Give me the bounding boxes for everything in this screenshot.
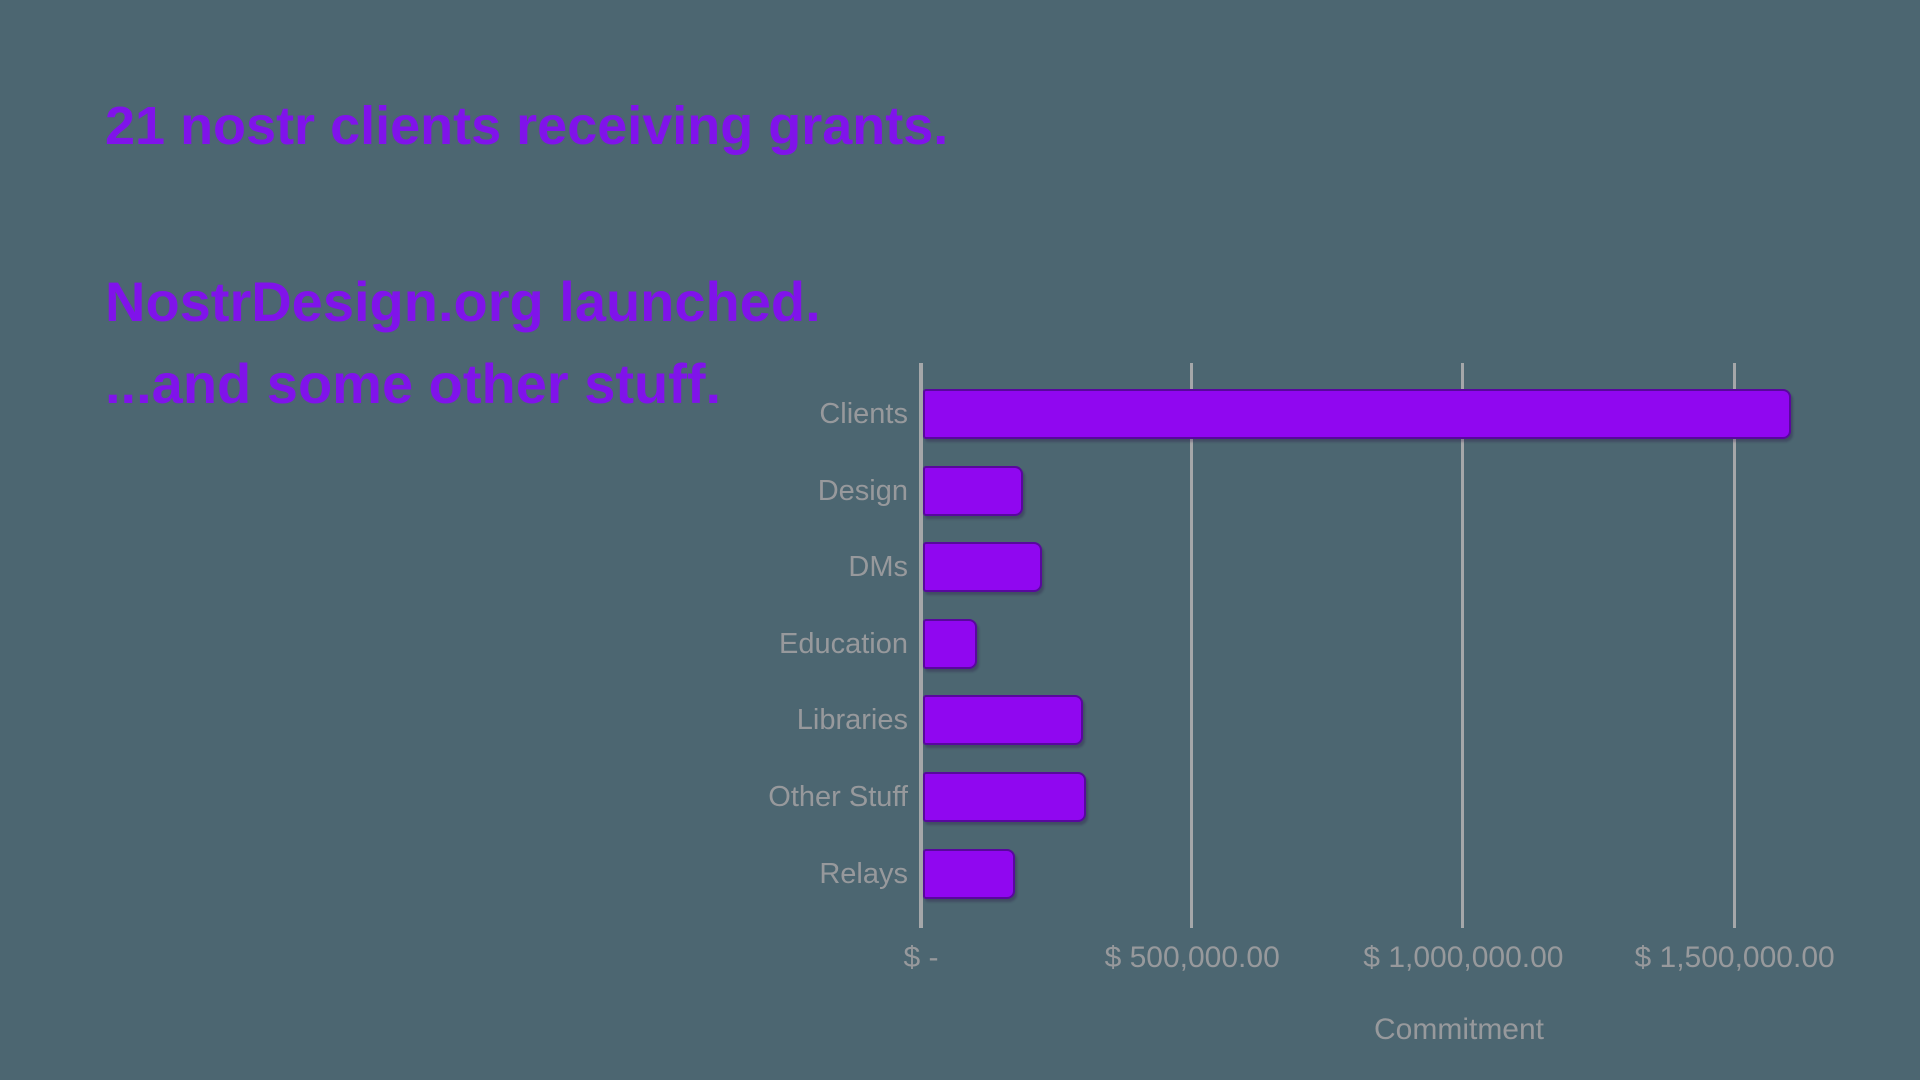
bar-clients [923,389,1791,439]
category-label: Education [779,627,908,660]
x-gridline [1732,363,1736,928]
heading-grants: 21 nostr clients receiving grants. [105,96,949,156]
bar-dms [923,542,1043,593]
category-label: Design [817,474,908,507]
category-label: Other Stuff [768,781,908,813]
bar-other-stuff [923,772,1086,822]
category-label: Clients [819,398,908,430]
bar-libraries [923,695,1083,746]
category-label: Libraries [796,704,908,737]
y-axis-line [919,363,923,928]
category-label: Relays [819,857,908,890]
x-gridline [1190,363,1194,928]
bar-education [923,618,978,669]
category-label: DMs [848,551,908,584]
bar-relays [923,848,1016,899]
x-tick-label: $ 1,000,000.00 [1363,941,1564,974]
heading-other-stuff: ...and some other stuff. [105,352,722,415]
x-tick-label: $ - [903,941,939,974]
x-gridline [1461,363,1465,928]
bar-design [923,465,1024,516]
x-axis-title: Commitment [1373,1013,1545,1046]
x-tick-label: $ 1,500,000.00 [1634,941,1835,974]
heading-nostrdesign-launched: NostrDesign.org launched. [105,270,821,333]
x-tick-label: $ 500,000.00 [1104,941,1280,974]
